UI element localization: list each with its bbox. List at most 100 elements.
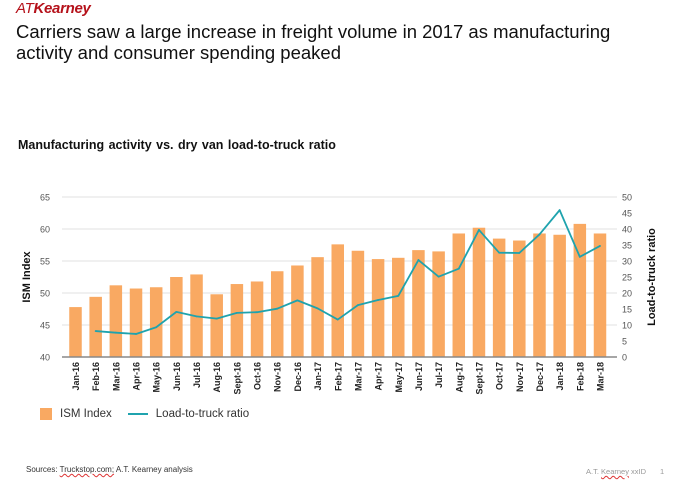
bar-ism-index [291, 265, 304, 357]
bar-ism-index [513, 240, 526, 357]
point-load-to-truck [94, 330, 97, 332]
brand-logo: ATKearney [16, 0, 91, 17]
y2-tick-label: 15 [622, 305, 632, 315]
y2-tick-label: 25 [622, 273, 632, 283]
x-tick-label: Nov-16 [273, 362, 283, 392]
x-tick-label: Oct-16 [253, 362, 263, 390]
point-load-to-truck [276, 307, 279, 310]
bar-ism-index [351, 250, 365, 357]
point-load-to-truck [518, 252, 521, 254]
line-load-to-truck [95, 209, 601, 335]
x-tick-label: Feb-16 [91, 362, 101, 391]
point-load-to-truck [437, 275, 440, 278]
bar-ism-index [392, 257, 405, 357]
y2-tick-label: 50 [622, 193, 632, 203]
point-load-to-truck [377, 299, 379, 301]
y2-tick-label: 5 [622, 337, 627, 347]
bar-ism-index [230, 284, 244, 357]
point-load-to-truck [235, 311, 238, 314]
legend-bar-label: ISM Index [60, 408, 112, 420]
x-tick-label: Sept-16 [232, 362, 242, 395]
x-tick-label: Dec-16 [293, 362, 303, 392]
bar-ism-index [472, 227, 486, 357]
point-load-to-truck [417, 259, 420, 261]
bar-ism-index [573, 223, 587, 357]
bar-ism-index [210, 294, 223, 357]
point-load-to-truck [195, 315, 198, 318]
bar-ism-index [452, 233, 466, 357]
x-tick-label: Feb-17 [333, 362, 343, 391]
bar-ism-index [311, 257, 324, 357]
x-tick-label: Mar-18 [596, 362, 606, 391]
bar-ism-index [432, 251, 445, 357]
axes: 40 45 50 55 60 65 0 5 10 15 20 25 30 35 40 45 50 Jan-16 Fe… [21, 193, 658, 395]
x-tick-label: Jul-17 [434, 362, 444, 388]
point-load-to-truck [498, 251, 501, 254]
y-tick-label: 55 [40, 257, 50, 267]
sources-prefix: Sources: [26, 465, 60, 474]
footer-id: A.T. Kearney xxID 1 [586, 467, 664, 476]
point-load-to-truck [357, 304, 359, 307]
bar-ism-index [593, 233, 607, 357]
point-load-to-truck [558, 209, 561, 212]
legend-line-swatch [127, 413, 148, 415]
point-load-to-truck [296, 299, 299, 302]
footer-name: Kearney [601, 467, 629, 476]
logo-prefix: AT [16, 0, 34, 17]
line-series [94, 209, 601, 335]
bar-ism-index [270, 271, 284, 357]
x-tick-label: Aug-16 [212, 362, 222, 393]
point-load-to-truck [538, 233, 541, 236]
x-tick-label: Oct-17 [495, 362, 505, 390]
x-tick-label: Sept-17 [474, 362, 484, 395]
legend-line-label: Load-to-truck ratio [155, 408, 250, 420]
y-tick-label: 60 [40, 225, 50, 235]
bar-ism-index [170, 277, 183, 357]
bar-ism-index [492, 238, 506, 357]
point-load-to-truck [578, 255, 581, 258]
point-load-to-truck [599, 245, 601, 247]
point-load-to-truck [256, 311, 258, 314]
y-tick-label: 40 [40, 353, 50, 363]
x-tick-label: Jan-17 [313, 362, 323, 391]
legend-bar-swatch [40, 408, 52, 420]
point-load-to-truck [114, 331, 117, 334]
footer-prefix: A.T. [586, 467, 602, 476]
bar-ism-index [331, 244, 344, 357]
bar-ism-index [109, 285, 123, 357]
sources-note: Sources: Truckstop.com; A.T. Kearney ana… [26, 465, 193, 474]
sources-rest: A.T. Kearney analysis [114, 465, 193, 474]
point-load-to-truck [316, 307, 319, 310]
combo-chart: 40 45 50 55 60 65 0 5 10 15 20 25 30 35 40 45 50 Jan-16 Fe… [21, 193, 658, 395]
x-tick-label: Jul-16 [192, 362, 202, 388]
logo-name: Kearney [33, 0, 91, 17]
point-load-to-truck [478, 229, 480, 231]
bar-series [69, 223, 607, 357]
x-tick-label: Apr-17 [374, 362, 384, 391]
x-tick-label: Dec-17 [535, 362, 545, 392]
bar-ism-index [553, 234, 566, 357]
y2-tick-label: 40 [622, 225, 632, 235]
x-tick-label: Aug-17 [454, 362, 464, 393]
bar-ism-index [89, 296, 102, 357]
x-tick-label: Feb-18 [575, 362, 585, 391]
point-load-to-truck [175, 310, 178, 313]
y-tick-label: 65 [40, 193, 50, 203]
y-tick-label: 45 [40, 321, 50, 331]
y-axis-title: ISM Index [21, 250, 33, 302]
point-load-to-truck [155, 326, 158, 329]
point-load-to-truck [215, 317, 218, 320]
x-tick-label: May-16 [152, 362, 162, 393]
y2-tick-label: 30 [622, 257, 632, 267]
y2-tick-label: 0 [622, 353, 627, 363]
y2-tick-label: 35 [622, 241, 632, 251]
footer-suffix: xxID [628, 467, 647, 476]
sources-link[interactable]: Truckstop.com; [59, 465, 115, 474]
x-tick-label: Jun-17 [414, 362, 424, 391]
page-number: 1 [660, 467, 665, 476]
bar-ism-index [149, 287, 163, 357]
bar-ism-index [250, 281, 264, 357]
x-tick-label: Jun-16 [172, 362, 182, 391]
bar-ism-index [533, 233, 546, 357]
y-tick-label: 50 [40, 289, 50, 299]
